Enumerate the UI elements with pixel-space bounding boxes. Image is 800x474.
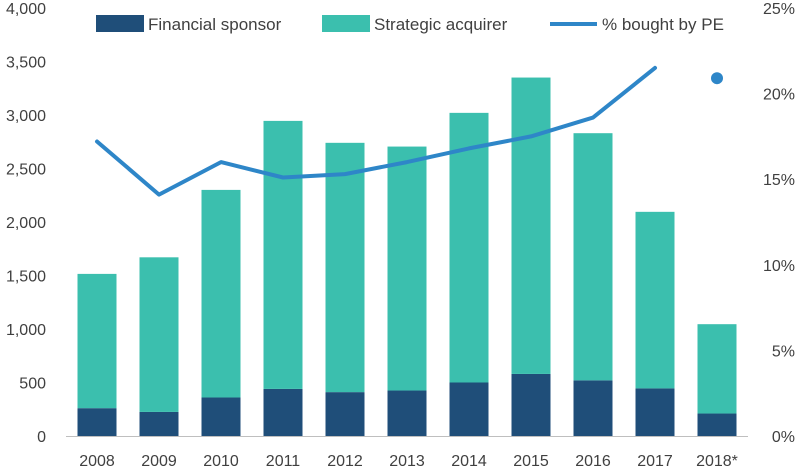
x-tick-label: 2012 — [327, 453, 363, 469]
y-right-tick-label: 10% — [763, 258, 795, 275]
y-left-tick-label: 3,000 — [6, 108, 46, 125]
x-tick-label: 2017 — [637, 453, 673, 469]
y-left-tick-label: 0 — [37, 429, 46, 446]
x-tick-label: 2015 — [513, 453, 549, 469]
bar-strategic-acquirer — [202, 190, 241, 398]
bar-strategic-acquirer — [264, 121, 303, 389]
bar-financial-sponsor — [264, 389, 303, 436]
bar-strategic-acquirer — [326, 143, 365, 392]
y-left-tick-label: 1,500 — [6, 269, 46, 286]
x-tick-label: 2011 — [266, 453, 301, 469]
bar-financial-sponsor — [698, 414, 737, 436]
bar-financial-sponsor — [202, 397, 241, 436]
legend-swatch-financial-sponsor — [96, 15, 144, 32]
legend-label: % bought by PE — [602, 15, 724, 34]
y-right-tick-label: 0% — [772, 429, 795, 446]
legend-label: Strategic acquirer — [374, 15, 508, 34]
bar-strategic-acquirer — [512, 78, 551, 374]
bar-financial-sponsor — [636, 388, 675, 436]
bar-strategic-acquirer — [140, 257, 179, 412]
y-left-tick-label: 1,000 — [6, 322, 46, 339]
y-right-tick-label: 15% — [763, 172, 795, 189]
bar-strategic-acquirer — [574, 133, 613, 380]
bar-financial-sponsor — [450, 383, 489, 437]
x-tick-label: 2009 — [141, 453, 177, 469]
y-right-tick-label: 20% — [763, 87, 795, 104]
bar-strategic-acquirer — [78, 274, 117, 408]
y-right-tick-label: 5% — [772, 343, 795, 360]
x-tick-label: 2018* — [696, 453, 738, 469]
bar-financial-sponsor — [574, 380, 613, 436]
marker-point-2018 — [711, 72, 723, 84]
y-right-tick-label: 25% — [763, 1, 795, 18]
y-left-tick-label: 2,000 — [6, 215, 46, 232]
line-pct-bought-by-pe — [97, 68, 655, 195]
x-tick-label: 2010 — [203, 453, 239, 469]
y-left-tick-label: 500 — [19, 376, 46, 393]
bar-financial-sponsor — [326, 392, 365, 436]
bar-strategic-acquirer — [698, 324, 737, 413]
x-tick-label: 2016 — [575, 453, 611, 469]
x-tick-label: 2008 — [79, 453, 115, 469]
y-left-tick-label: 2,500 — [6, 162, 46, 179]
y-left-tick-label: 4,000 — [6, 1, 46, 18]
x-tick-label: 2014 — [451, 453, 487, 469]
bar-strategic-acquirer — [636, 212, 675, 389]
x-tick-label: 2013 — [389, 453, 425, 469]
legend-label: Financial sponsor — [148, 15, 282, 34]
legend-swatch-strategic-acquirer — [322, 15, 370, 32]
y-left-tick-label: 3,500 — [6, 55, 46, 72]
bar-financial-sponsor — [388, 391, 427, 436]
bar-strategic-acquirer — [388, 147, 427, 391]
bar-financial-sponsor — [512, 374, 551, 436]
bar-financial-sponsor — [140, 412, 179, 436]
bar-financial-sponsor — [78, 408, 117, 436]
